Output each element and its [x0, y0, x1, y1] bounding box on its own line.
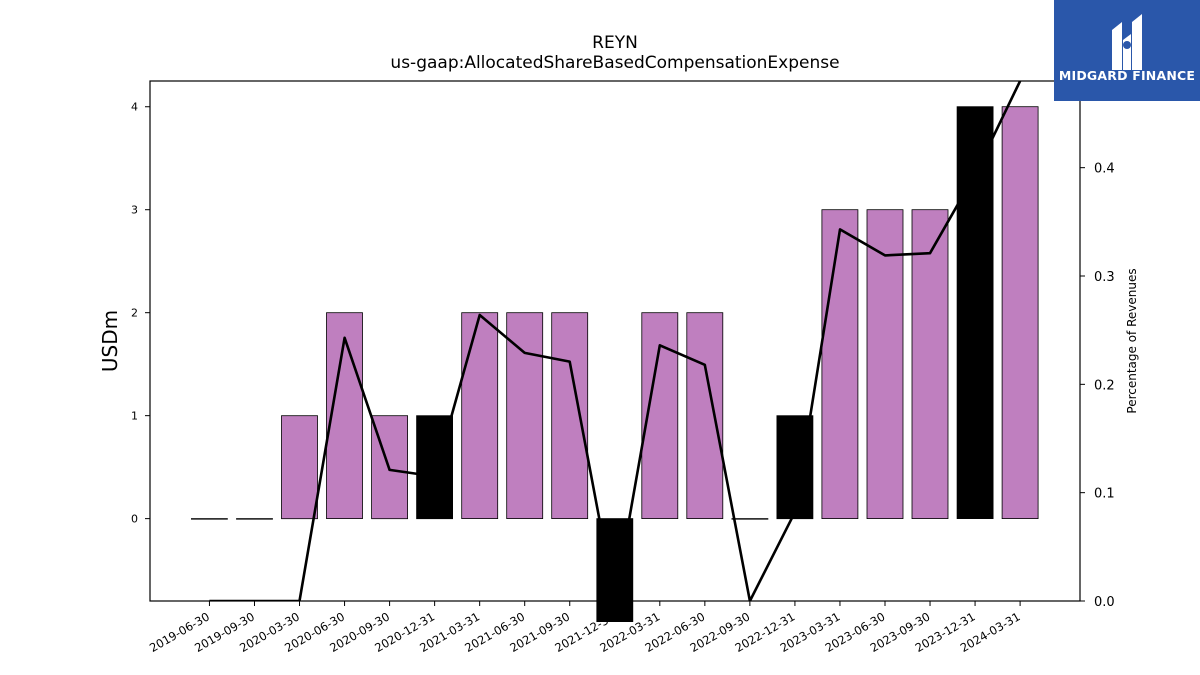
y2-tick-label: 0.0	[1094, 595, 1115, 610]
bar	[866, 209, 904, 519]
logo-icon	[1112, 14, 1142, 70]
y2-tick-label: 0.1	[1094, 487, 1115, 502]
y2-tick-label: 0.2	[1094, 378, 1115, 393]
chart-title: REYN	[592, 33, 638, 53]
y2-tick-label: 0.4	[1094, 162, 1115, 177]
y2-axis-label: Percentage of Revenues	[1125, 268, 1139, 413]
bar	[1001, 106, 1039, 519]
y-tick-label: 0	[131, 513, 138, 526]
bar	[911, 209, 949, 519]
chart-subtitle: us-gaap:AllocatedShareBasedCompensationE…	[390, 53, 840, 73]
y-tick-label: 3	[131, 204, 138, 217]
bar	[281, 415, 318, 520]
y2-tick-label: 0.3	[1094, 270, 1115, 285]
y-axis-label: USDm	[98, 310, 122, 372]
bar	[236, 518, 273, 520]
bar	[506, 312, 544, 520]
revenue-share-line	[209, 81, 1022, 601]
y-tick-label: 1	[131, 410, 138, 423]
bar	[190, 518, 228, 520]
logo-text: MIDGARD FINANCE	[1058, 68, 1196, 83]
y-tick-label: 4	[131, 101, 138, 114]
bar	[551, 312, 589, 520]
bar	[821, 209, 859, 519]
y-tick-label: 2	[131, 307, 138, 320]
logo: MIDGARD FINANCE	[1054, 0, 1200, 101]
bar	[731, 518, 769, 520]
bar	[956, 106, 994, 519]
bar	[686, 312, 724, 520]
bar	[461, 312, 499, 520]
